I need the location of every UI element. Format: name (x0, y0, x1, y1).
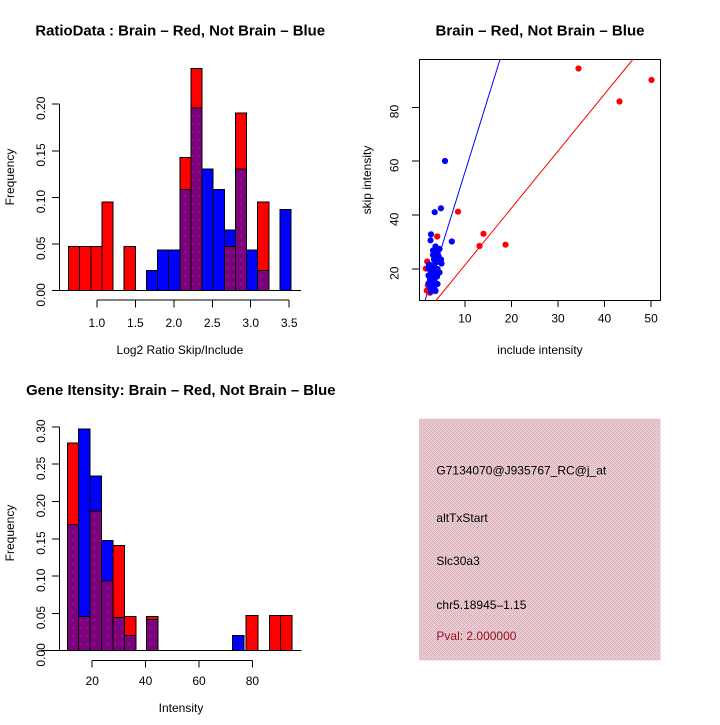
svg-text:2.0: 2.0 (165, 316, 182, 330)
svg-text:40: 40 (388, 212, 402, 226)
svg-text:RatioData : Brain – Red, Not B: RatioData : Brain – Red, Not Brain – Blu… (35, 23, 325, 39)
svg-text:include intensity: include intensity (497, 343, 582, 357)
svg-text:40: 40 (598, 311, 612, 325)
svg-text:20: 20 (86, 674, 100, 688)
svg-text:altTxStart: altTxStart (436, 511, 488, 525)
svg-text:0.20: 0.20 (34, 494, 48, 518)
svg-text:3.5: 3.5 (281, 316, 298, 330)
svg-text:0.15: 0.15 (34, 143, 48, 167)
svg-text:0.15: 0.15 (34, 531, 48, 555)
svg-text:Pval: 2.000000: Pval: 2.000000 (436, 629, 516, 643)
svg-text:Log2 Ratio Skip/Include: Log2 Ratio Skip/Include (117, 343, 244, 357)
svg-text:Brain – Red, Not Brain – Blue: Brain – Red, Not Brain – Blue (435, 22, 644, 39)
svg-text:40: 40 (139, 674, 153, 688)
svg-text:3.0: 3.0 (242, 316, 259, 330)
svg-text:skip intensity: skip intensity (360, 146, 374, 215)
svg-text:20: 20 (505, 311, 519, 325)
svg-text:60: 60 (388, 158, 402, 172)
svg-text:0.10: 0.10 (34, 190, 48, 214)
svg-text:Frequency: Frequency (3, 505, 17, 562)
svg-text:Gene Itensity: Brain – Red, No: Gene Itensity: Brain – Red, Not Brain – … (26, 383, 335, 399)
svg-text:60: 60 (192, 674, 206, 688)
svg-text:0.10: 0.10 (34, 568, 48, 592)
svg-text:0.00: 0.00 (34, 283, 48, 307)
svg-text:20: 20 (388, 266, 402, 280)
svg-text:80: 80 (388, 105, 402, 119)
svg-text:80: 80 (246, 674, 260, 688)
svg-text:2.5: 2.5 (204, 316, 221, 330)
svg-text:0.05: 0.05 (34, 606, 48, 630)
svg-text:chr5.18945–1.15: chr5.18945–1.15 (436, 598, 526, 612)
svg-text:Slc30a3: Slc30a3 (436, 554, 480, 568)
svg-text:1.5: 1.5 (127, 316, 144, 330)
svg-text:0.00: 0.00 (34, 643, 48, 667)
svg-text:10: 10 (458, 311, 472, 325)
svg-text:1.0: 1.0 (89, 316, 106, 330)
svg-text:0.05: 0.05 (34, 236, 48, 260)
svg-text:Frequency: Frequency (3, 149, 17, 206)
svg-text:0.25: 0.25 (34, 456, 48, 480)
svg-text:0.30: 0.30 (34, 419, 48, 443)
svg-text:50: 50 (644, 311, 658, 325)
svg-text:Intensity: Intensity (159, 701, 204, 715)
svg-text:30: 30 (551, 311, 565, 325)
svg-text:0.20: 0.20 (34, 96, 48, 120)
svg-text:G7134070@J935767_RC@j_at: G7134070@J935767_RC@j_at (436, 464, 606, 478)
